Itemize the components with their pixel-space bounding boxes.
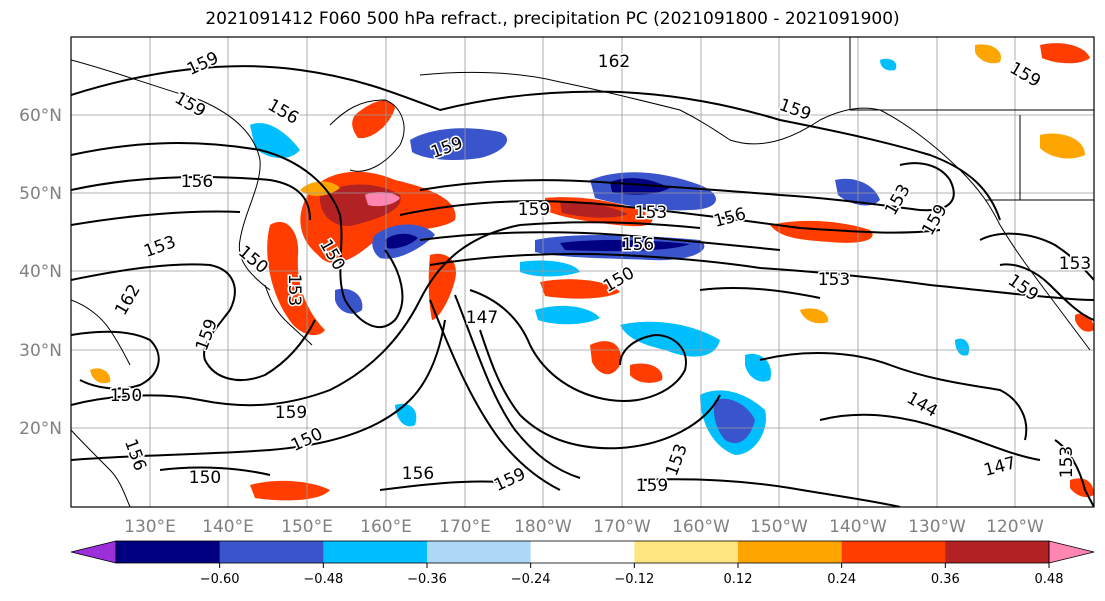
colorbar-tick-label: 0.48 <box>1035 572 1064 587</box>
graticule-lines <box>71 37 1094 507</box>
lon-label: 140°E <box>202 517 254 537</box>
colorbar-tick-label: 0.12 <box>724 572 753 587</box>
lon-label: 150°E <box>281 517 333 537</box>
lon-label: 180°W <box>514 517 572 537</box>
colorbar-segment <box>634 541 739 563</box>
lat-label: 20°N <box>19 419 62 439</box>
colorbar-segment <box>841 541 946 563</box>
contour-label: 153 <box>635 203 667 223</box>
contour-label: 159 <box>636 476 668 496</box>
colorbar-extend-high <box>1048 540 1095 564</box>
latitude-axis: 60°N 50°N 40°N 30°N 20°N <box>19 106 62 439</box>
lon-label: 160°W <box>672 517 730 537</box>
lon-label: 140°W <box>829 517 887 537</box>
colorbar-outline <box>115 540 1050 564</box>
precipitation-shading <box>90 43 1094 501</box>
colorbar-tick-label: −0.60 <box>200 572 240 587</box>
colorbar-tick-label: −0.12 <box>614 572 654 587</box>
lon-label: 130°W <box>908 517 966 537</box>
colorbar-ticks: −0.60 −0.48 −0.36 −0.24 −0.12 0.12 0.24 0.36 0.4… <box>200 563 1064 587</box>
lon-label: 160°E <box>360 517 412 537</box>
contour-label: 153 <box>1059 254 1091 274</box>
contour-lines <box>71 65 1094 507</box>
contour-label: 162 <box>598 52 630 72</box>
contour-label: 156 <box>402 464 434 484</box>
colorbar <box>70 540 1095 564</box>
lat-label: 50°N <box>19 184 62 204</box>
contour-label: 159 <box>518 200 550 220</box>
colorbar-segment <box>427 541 532 563</box>
lat-label: 30°N <box>19 341 62 361</box>
colorbar-tick-label: −0.36 <box>407 572 447 587</box>
contour-label: 156 <box>181 172 213 192</box>
colorbar-extend-low <box>70 540 117 564</box>
colorbar-segment <box>738 541 843 563</box>
contour-label: 153 <box>1057 446 1077 478</box>
contour-label: 156 <box>622 235 654 255</box>
lat-label: 40°N <box>19 262 62 282</box>
contour-label: 147 <box>466 308 498 328</box>
colorbar-tick-label: 0.24 <box>827 572 856 587</box>
lon-label: 130°E <box>124 517 176 537</box>
map-border <box>70 36 1095 508</box>
colorbar-segment <box>530 541 635 563</box>
contour-label: 150 <box>189 468 221 488</box>
lon-label: 150°W <box>750 517 808 537</box>
colorbar-tick-label: −0.48 <box>303 572 343 587</box>
map-title: 2021091412 F060 500 hPa refract., precip… <box>205 9 900 29</box>
lon-label: 120°W <box>986 517 1044 537</box>
lat-label: 60°N <box>19 106 62 126</box>
colorbar-segment <box>323 541 428 563</box>
contour-label: 159 <box>275 403 307 423</box>
colorbar-tick-label: −0.24 <box>511 572 551 587</box>
contour-label: 153 <box>284 274 304 306</box>
colorbar-segment <box>116 541 221 563</box>
longitude-axis: 130°E 140°E 150°E 160°E 170°E 180°W 170°… <box>124 517 1044 537</box>
colorbar-segment <box>945 541 1050 563</box>
lon-label: 170°W <box>593 517 651 537</box>
colorbar-tick-label: 0.36 <box>931 572 960 587</box>
contour-label: 150 <box>110 386 142 406</box>
colorbar-segment <box>219 541 324 563</box>
contour-label: 153 <box>818 270 850 290</box>
lon-label: 170°E <box>439 517 491 537</box>
coastlines <box>71 37 1094 507</box>
